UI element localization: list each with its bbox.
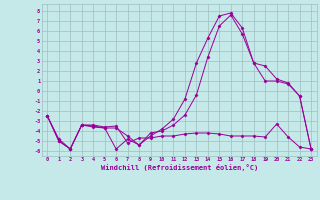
X-axis label: Windchill (Refroidissement éolien,°C): Windchill (Refroidissement éolien,°C) [100, 164, 258, 171]
